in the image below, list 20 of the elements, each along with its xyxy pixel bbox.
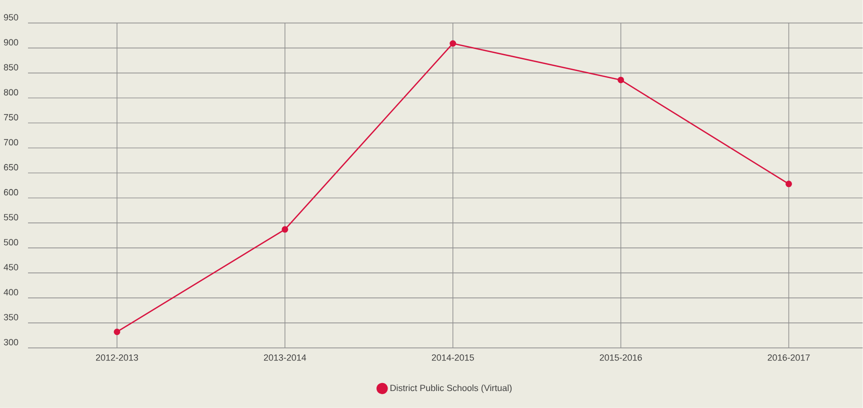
y-tick-label: 850 <box>4 64 18 71</box>
x-tick-label: 2014-2015 <box>432 354 474 361</box>
y-tick-label: 750 <box>4 114 18 121</box>
y-tick-label: 300 <box>4 339 18 346</box>
y-tick-label: 650 <box>4 164 18 170</box>
legend-label: District Public Schools (Virtual) <box>390 384 512 393</box>
y-tick-label: 950 <box>4 14 18 21</box>
y-tick-label: 350 <box>4 314 18 320</box>
y-tick-label: 800 <box>4 89 18 96</box>
x-tick-label: 2012-2013 <box>96 354 138 361</box>
y-tick-label: 550 <box>4 214 18 220</box>
x-tick-label: 2015-2016 <box>600 354 642 361</box>
y-tick-label: 900 <box>4 39 18 46</box>
y-tick-label: 600 <box>4 189 18 196</box>
y-tick-label: 500 <box>4 239 18 246</box>
y-tick-label: 400 <box>4 289 18 296</box>
y-tick-label: 450 <box>4 264 18 270</box>
y-tick-label: 700 <box>4 139 18 146</box>
x-tick-label: 2016-2017 <box>768 354 810 361</box>
x-tick-label: 2013-2014 <box>264 354 306 361</box>
